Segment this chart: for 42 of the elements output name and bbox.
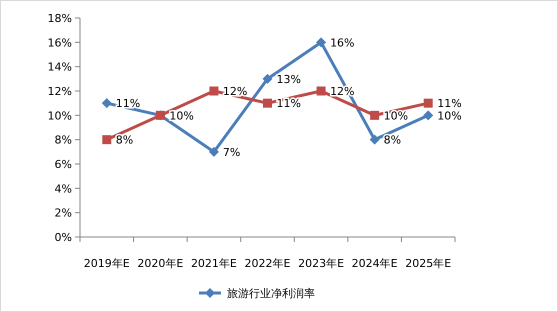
y-tick-label: 12% — [48, 85, 72, 98]
data-label: 10% — [437, 109, 462, 122]
data-label: 8% — [116, 134, 134, 147]
legend-label: 旅游行业净利润率 — [227, 287, 315, 300]
point — [370, 110, 380, 120]
y-tick-label: 14% — [48, 60, 72, 74]
y-tick-label: 4% — [54, 182, 72, 196]
y-tick-label: 16% — [48, 36, 72, 50]
data-label: 10% — [169, 109, 194, 122]
point — [102, 98, 112, 108]
point — [316, 86, 326, 96]
x-tick-label: 2019年E — [84, 257, 130, 270]
point — [263, 98, 272, 108]
x-tick-label: 2021年E — [190, 257, 237, 270]
point — [316, 37, 326, 48]
y-tick-label: 18% — [48, 12, 72, 25]
y-tick-label: 10% — [48, 109, 72, 122]
point — [208, 146, 219, 157]
y-tick-label: 0% — [54, 231, 72, 244]
point — [370, 134, 380, 145]
data-label: 10% — [384, 109, 408, 122]
y-tick-label: 2% — [54, 206, 72, 220]
point — [262, 74, 272, 84]
data-label: 7% — [222, 146, 240, 159]
x-tick-label: 2020年E — [137, 257, 184, 270]
x-tick-label: 2023年E — [298, 257, 344, 270]
point — [209, 86, 218, 96]
data-label: 13% — [276, 72, 301, 86]
point — [424, 98, 433, 108]
point — [423, 110, 434, 120]
data-label: 8% — [384, 134, 402, 147]
y-tick-label: 8% — [54, 134, 72, 147]
point — [102, 135, 112, 144]
data-label: 12% — [222, 85, 248, 98]
x-tick-label: 2022年E — [244, 257, 291, 270]
x-tick-label: 2024年E — [352, 257, 398, 270]
data-label: 11% — [437, 97, 462, 110]
y-tick-label: 6% — [54, 158, 72, 171]
x-tick-label: 2025年E — [405, 257, 452, 270]
data-label: 11% — [116, 97, 140, 110]
data-label: 16% — [330, 36, 355, 50]
data-label: 11% — [276, 97, 301, 110]
